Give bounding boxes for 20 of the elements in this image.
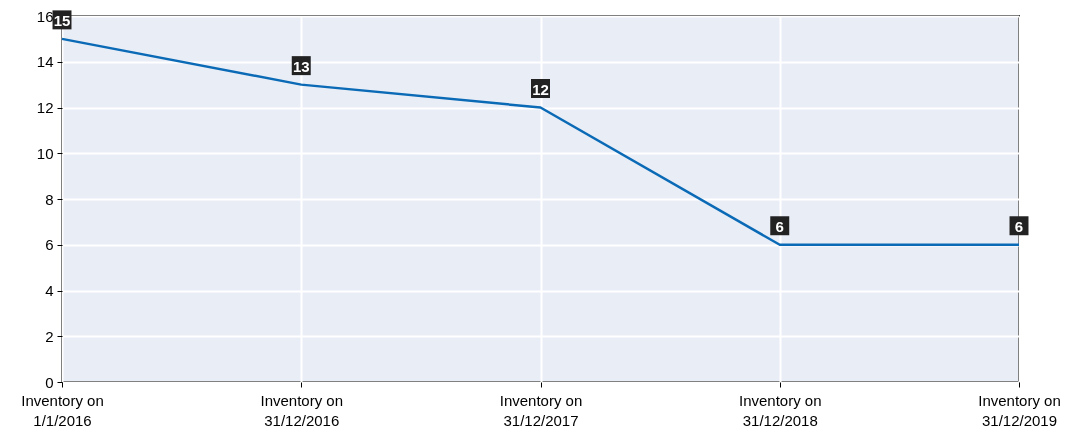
data-label: 15: [53, 11, 71, 29]
x-tick-label: Inventory on 31/12/2018: [738, 391, 822, 429]
y-tick-label: 8: [45, 190, 54, 208]
x-tick-label: Inventory on 31/12/2016: [260, 391, 344, 429]
data-label: 6: [775, 217, 784, 235]
y-tick-label: 14: [36, 53, 54, 71]
y-tick-label: 12: [36, 99, 54, 116]
y-tick-label: 4: [45, 282, 54, 299]
x-tick-label: Inventory on 31/12/2017: [499, 391, 583, 429]
y-tick-label: 0: [45, 373, 54, 391]
y-tick-label: 10: [36, 144, 54, 162]
y-tick-label: 2: [45, 327, 54, 345]
data-label: 12: [532, 80, 549, 98]
y-tick-label: 16: [36, 7, 54, 25]
data-label: 13: [292, 57, 310, 75]
data-label: 6: [1014, 217, 1024, 235]
line-series: [60, 37, 1021, 246]
y-tick-label: 6: [45, 236, 54, 254]
x-tick-label: Inventory on 1/1/2016: [21, 391, 104, 429]
x-tick-label: Inventory on 31/12/2019: [978, 391, 1061, 429]
